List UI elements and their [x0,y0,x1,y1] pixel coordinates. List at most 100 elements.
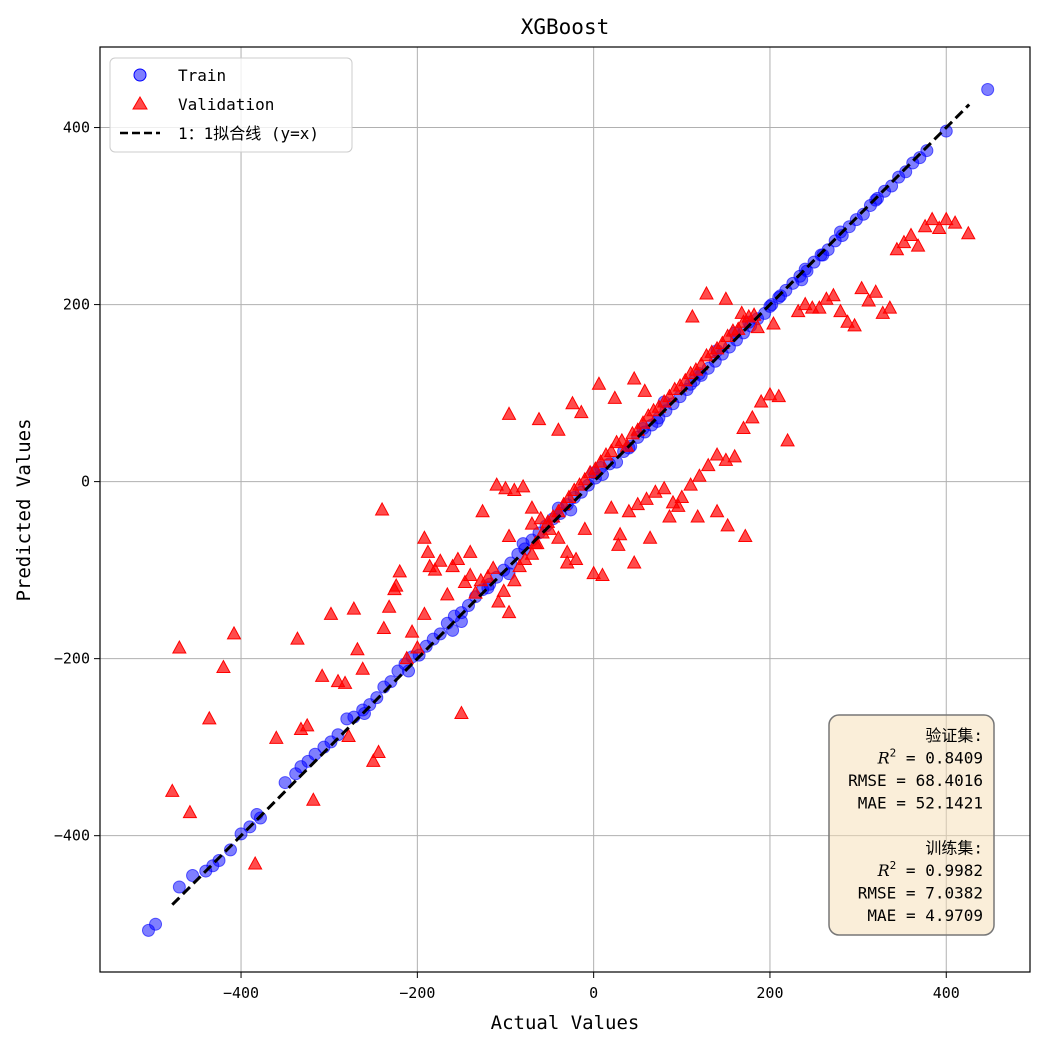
train-point [223,843,237,857]
grid [100,47,1030,972]
validation-point [489,477,505,491]
validation-point [568,551,584,566]
train-point [899,165,913,179]
validation-point [744,409,760,424]
validation-point [610,537,626,551]
validation-point [501,604,517,619]
validation-point [501,406,517,420]
validation-point [917,218,933,233]
validation-point [780,432,795,447]
validation-point [753,393,769,408]
validation-point [171,639,187,654]
stats-line: 验证集: [925,726,983,745]
validation-point [861,292,877,307]
legend-box [109,57,353,153]
validation-point [420,544,436,558]
stats-line: MAE = 52.1421 [858,794,983,813]
validation-point [164,783,180,797]
validation-point [811,300,827,314]
validation-point [450,551,466,566]
stats-line: 训练集: [925,839,983,858]
validation-point [561,489,577,504]
stats-line: RMSE = 7.0382 [858,884,983,903]
y-tick-label: 400 [63,119,90,137]
ticks: −400 −200 0 200 400 −400 −200 0 200 400 [54,119,960,1002]
validation-point [404,624,420,638]
validation-point [736,420,751,435]
validation-point [938,211,954,226]
validation-point [903,227,919,242]
train-point [186,869,200,883]
train-point [454,614,468,628]
validation-point [439,586,455,601]
validation-point [346,601,362,615]
validation-point [355,661,371,675]
legend-train-marker [133,68,147,82]
validation-point [475,503,490,518]
train-point [920,144,934,158]
validation-point [947,215,963,229]
legend-fitline-label: 1：1拟合线 (y=x) [178,124,319,143]
x-tick-label: −400 [223,984,259,1002]
validation-point [376,620,392,635]
validation-point [826,287,841,302]
validation-point [960,225,976,240]
validation-point [709,503,725,518]
validation-series [164,211,976,870]
y-tick-label: 0 [81,473,90,491]
validation-point [715,335,730,350]
train-point [331,728,345,742]
validation-point [457,574,473,589]
validation-point [515,478,531,493]
validation-point [656,480,672,495]
validation-point [690,508,706,523]
validation-point [603,443,619,458]
validation-point [727,448,743,463]
validation-point [565,395,580,410]
validation-point [524,500,540,514]
train-point [816,248,830,262]
validation-point [462,544,478,558]
validation-point [506,572,522,587]
validation-point [854,280,869,295]
validation-point [677,372,693,387]
validation-point [559,555,575,569]
validation-point [896,234,912,249]
validation-point [607,390,623,404]
validation-point [491,593,506,608]
validation-point [577,471,593,486]
x-axis-label: Actual Values [491,1012,640,1034]
stats-line: MAE = 4.9709 [867,906,983,925]
validation-point [700,457,716,472]
validation-point [417,606,432,620]
legend-validation-label: Validation [178,95,274,114]
fit-line [171,103,971,906]
validation-point [737,528,753,542]
validation-point [337,675,353,689]
validation-point [551,422,566,436]
validation-point [454,705,469,720]
validation-point [670,498,686,512]
y-tick-label: −200 [54,650,90,668]
validation-point [603,500,619,514]
validation-point [512,558,527,573]
validation-point [305,792,321,806]
legend: Train Validation 1：1拟合线 (y=x) [109,57,353,153]
validation-point [432,553,448,567]
validation-point [290,631,305,645]
validation-point [692,468,707,482]
validation-point [750,319,765,334]
train-point [384,675,398,689]
validation-point [847,317,862,332]
x-tick-label: 400 [933,984,960,1002]
validation-point [341,728,356,743]
validation-point [662,508,677,523]
validation-point [868,284,884,298]
validation-point [350,641,365,656]
validation-point [642,530,658,544]
y-axis-label: Predicted Values [13,418,35,601]
validation-point [685,308,700,323]
validation-point [577,521,593,535]
stats-line: R2 = 0.8409 [877,747,983,768]
